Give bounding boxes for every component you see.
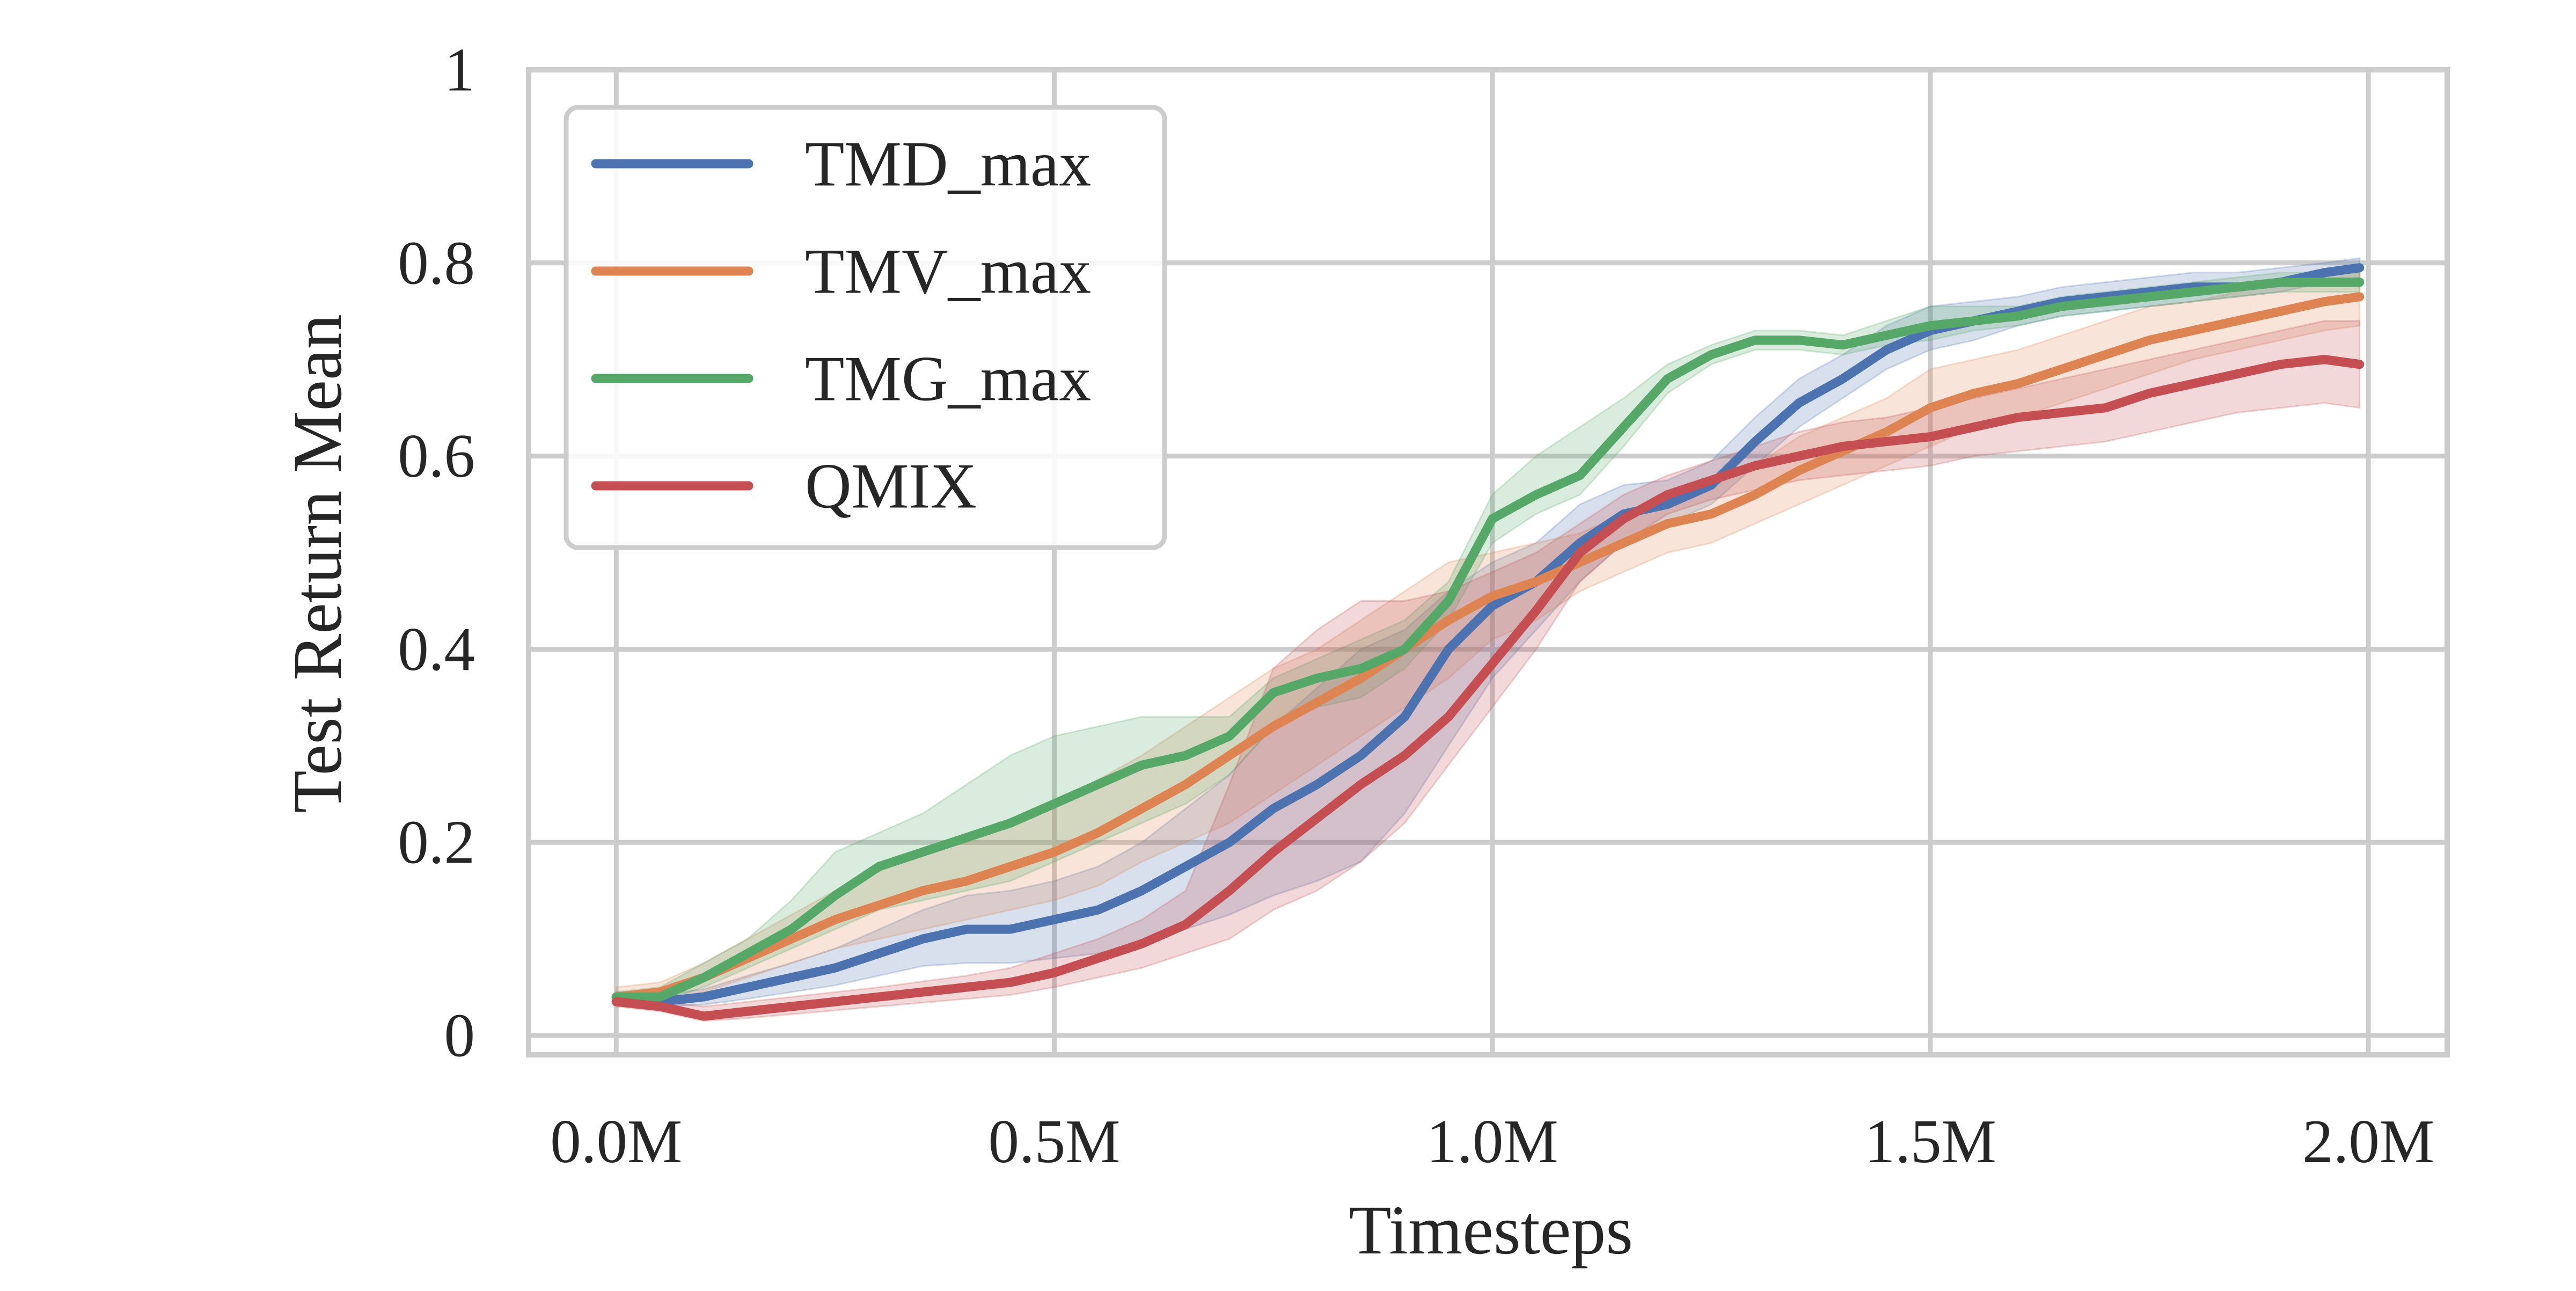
legend: TMD_max TMV_max TMG_max QMIX [564,105,1167,550]
series-line-tmd-max [611,263,2365,1006]
x-tick-label: 0.0M [550,1107,682,1176]
band-tmg-max [615,272,2361,1003]
series-line-tmg-max [611,278,2365,1002]
y-tick-label: 0.4 [398,615,475,683]
x-tick-label: 1.5M [1864,1107,1996,1176]
legend-label: TMD_max [805,128,1091,200]
y-tick-label: 0.2 [398,808,475,877]
y-tick-label: 0 [444,1002,475,1070]
legend-label: TMV_max [805,236,1091,307]
tick-labels: 0.0M 0.5M 1.0M 1.5M 2.0M 0 0.2 0.4 0.6 0.8 1 [398,36,2434,1176]
y-tick-label: 0.8 [398,229,475,297]
series-line-tmv-max [611,292,2365,1002]
x-axis-label: Timesteps [1349,1192,1633,1269]
legend-box [564,105,1167,550]
x-tick-label: 0.5M [988,1107,1120,1176]
x-tick-label: 2.0M [2302,1107,2434,1176]
y-tick-label: 1 [444,36,475,104]
band-tmv-max [615,267,2361,1008]
y-tick-label: 0.6 [398,422,475,490]
series-line-qmix [611,355,2365,1021]
legend-label: QMIX [805,450,977,522]
x-tick-label: 1.0M [1426,1107,1558,1176]
plot-frame [526,67,2450,1057]
y-axis-label: Test Return Mean [279,314,356,813]
series-lines [611,263,2365,1021]
legend-label: TMG_max [805,343,1091,414]
